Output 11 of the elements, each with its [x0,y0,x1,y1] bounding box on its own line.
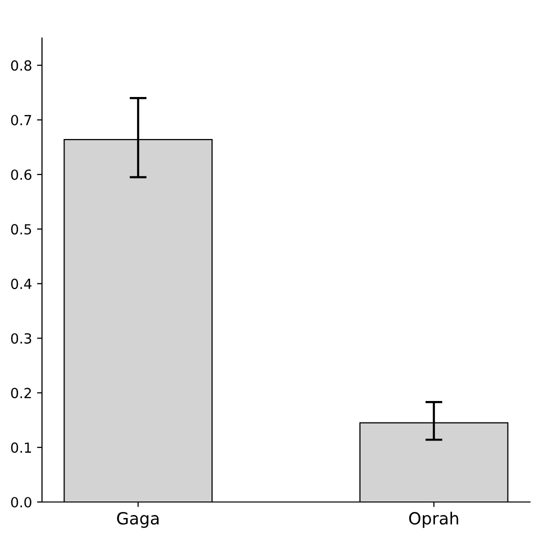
y-tick-label: 0.7 [11,114,32,126]
y-tick-label: 0.3 [11,333,32,344]
y-tick-label: 0.5 [11,224,32,235]
x-tick-label: Gaga [117,512,159,528]
y-tick-label: 0.8 [11,60,32,71]
y-tick-label: 0.0 [11,496,32,508]
y-tick-label: 0.6 [11,169,32,180]
y-tick-label: 0.4 [11,278,32,290]
x-tick-label: Oprah [409,512,458,528]
y-tick-label: 0.1 [11,442,31,453]
y-tick-label: 0.2 [11,388,31,398]
